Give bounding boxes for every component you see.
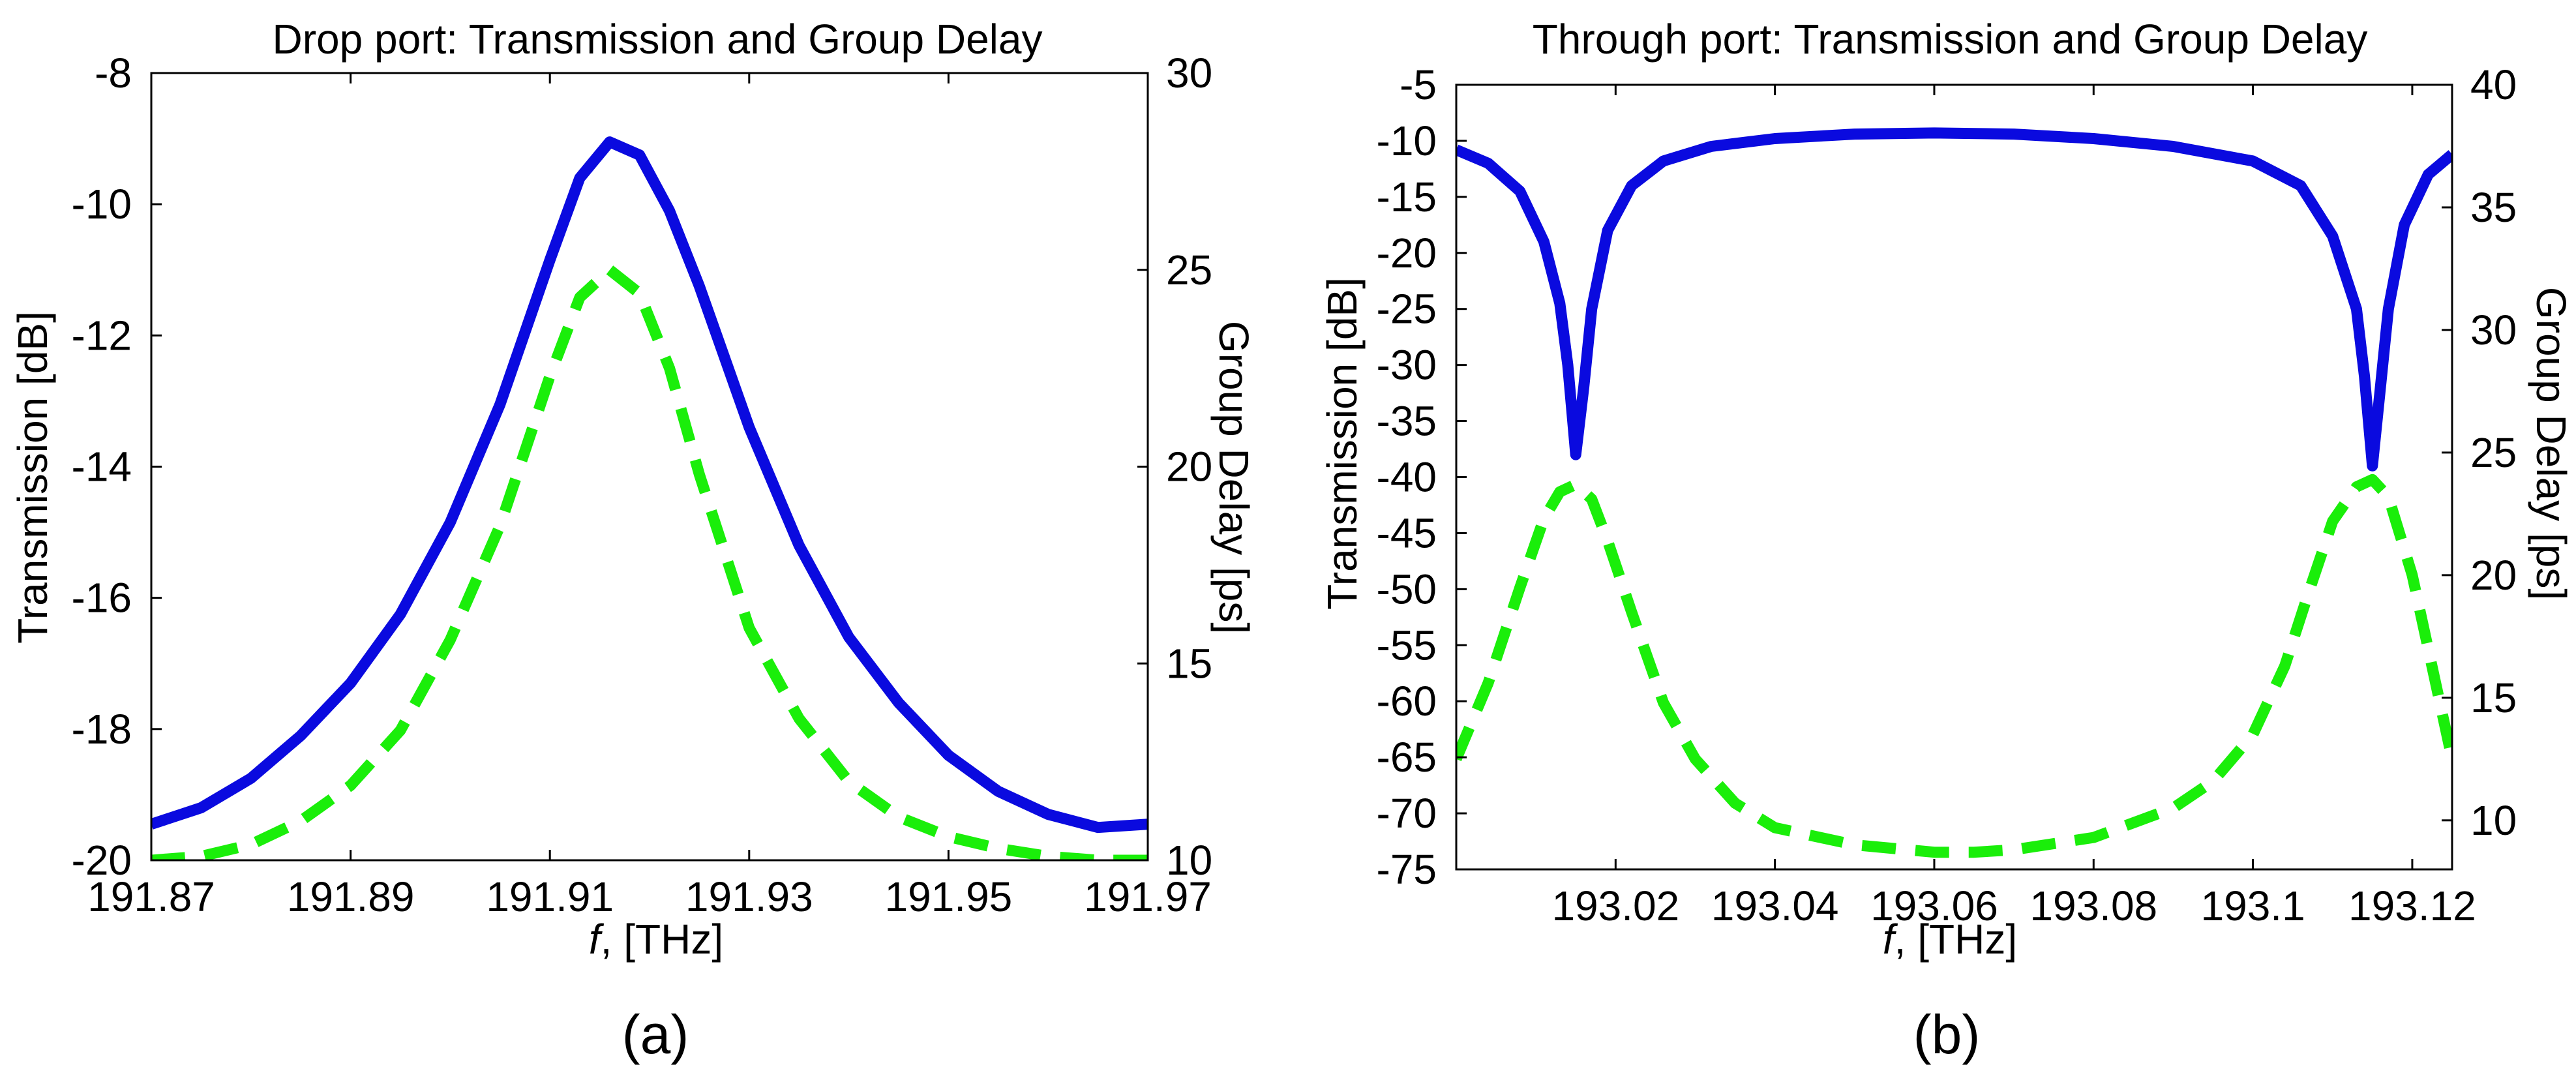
x-axis-label: f, [THz] — [1883, 916, 2017, 963]
y2-tick-label: 30 — [1166, 50, 1212, 97]
transmission-line — [1456, 127, 2452, 472]
plot-area: 193.02 193.04 193.06 193.08 193.1 193.12 -5 -10… — [1377, 61, 2517, 929]
y2-tick-label: 40 — [2470, 61, 2517, 108]
chart-title: Through port: Transmission and Group Del… — [1533, 16, 2368, 63]
x-axis-label-unit: , [THz] — [601, 916, 723, 963]
x-tick-label: 191.91 — [486, 873, 614, 920]
chart-panel-drop-port: Drop port: Transmission and Group Delay … — [9, 16, 1257, 1065]
plot-area: 191.87 191.89 191.91 191.93 191.95 191.97 -8 -1… — [72, 50, 1213, 920]
y-tick-label: -60 — [1377, 678, 1437, 725]
y2-tick-label: 20 — [1166, 443, 1212, 490]
y2-tick-label: 15 — [2470, 674, 2517, 721]
x-tick-label: 193.06 — [1870, 882, 1998, 929]
y-tick-label: -65 — [1377, 734, 1437, 781]
x-tick-label: 193.02 — [1551, 882, 1679, 929]
y-tick-label: -25 — [1377, 286, 1437, 333]
y-axis-label: Transmission [dB] — [9, 311, 56, 644]
x-tick-label: 191.93 — [685, 873, 813, 920]
chart-title: Drop port: Transmission and Group Delay — [273, 16, 1043, 63]
y-tick-label: -18 — [72, 706, 132, 753]
y2-tick-label: 15 — [1166, 640, 1212, 687]
group-delay-line — [1456, 473, 2452, 858]
y-tick-label: -8 — [95, 50, 132, 97]
y-tick-label: -16 — [72, 575, 132, 622]
y2-tick-label: 35 — [2470, 184, 2517, 231]
y-tick-label: -35 — [1377, 398, 1437, 445]
y-tick-label: -14 — [72, 443, 132, 490]
y-tick-label: -5 — [1400, 61, 1437, 108]
y-tick-label: -75 — [1377, 846, 1437, 893]
x-tick-label: 191.89 — [287, 873, 415, 920]
x-tick-label: 193.12 — [2348, 882, 2476, 929]
y-tick-label: -70 — [1377, 790, 1437, 837]
y-tick-label: -45 — [1377, 509, 1437, 556]
x-axis-label-unit: , [THz] — [1895, 916, 2017, 963]
y2-tick-label: 25 — [2470, 429, 2517, 476]
x-tick-label: 193.04 — [1711, 882, 1839, 929]
panel-label: (a) — [622, 1004, 689, 1065]
y-tick-label: -10 — [1377, 117, 1437, 164]
plot-frame — [1455, 83, 2453, 871]
y2-tick-label: 20 — [2470, 552, 2517, 599]
y2-tick-label: 10 — [2470, 797, 2517, 844]
x-tick-label: 193.1 — [2201, 882, 2305, 929]
y2-tick-label: 10 — [1166, 837, 1212, 884]
x-axis-label: f, [THz] — [589, 916, 723, 963]
x-tick-label: 191.97 — [1084, 873, 1212, 920]
x-tick-label: 193.08 — [2029, 882, 2157, 929]
y-tick-label: -12 — [72, 312, 132, 359]
y-tick-label: -20 — [1377, 230, 1437, 277]
y-tick-label: -50 — [1377, 565, 1437, 612]
y2-axis-label: Group Delay [ps] — [2528, 287, 2575, 600]
y-tick-label: -55 — [1377, 622, 1437, 669]
y-tick-label: -40 — [1377, 454, 1437, 501]
y-tick-label: -10 — [72, 181, 132, 228]
group-delay-line — [151, 264, 1148, 860]
x-tick-label: 191.87 — [87, 873, 215, 920]
y-tick-label: -30 — [1377, 342, 1437, 389]
chart-panel-through-port: Through port: Transmission and Group Del… — [1319, 16, 2575, 1065]
y2-tick-label: 30 — [2470, 307, 2517, 353]
y-tick-label: -20 — [72, 837, 132, 884]
y-axis-label: Transmission [dB] — [1319, 277, 1366, 610]
y-tick-label: -15 — [1377, 173, 1437, 220]
y2-axis-label: Group Delay [ps] — [1210, 321, 1257, 634]
panel-label: (b) — [1913, 1004, 1981, 1065]
transmission-line — [151, 136, 1148, 834]
y2-tick-label: 25 — [1166, 247, 1212, 293]
x-tick-label: 191.95 — [885, 873, 1013, 920]
